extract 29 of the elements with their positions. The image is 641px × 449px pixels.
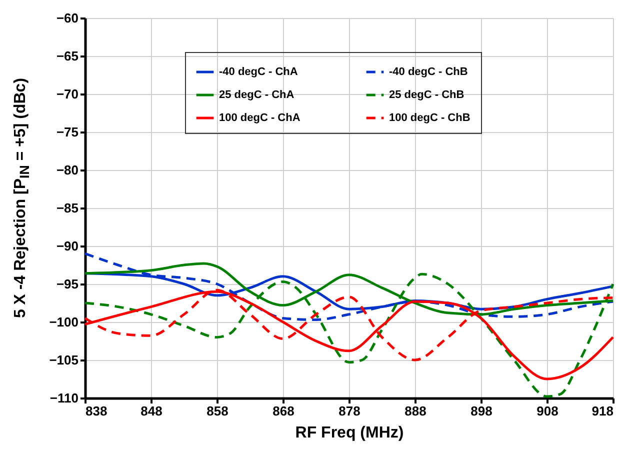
line-series <box>84 290 614 380</box>
line-series <box>84 252 614 321</box>
y-tick-label: −85 <box>56 200 78 216</box>
x-tick-label: 878 <box>338 404 360 418</box>
legend-label: -40 degC - ChB <box>389 66 468 78</box>
y-tick-label: −100 <box>49 314 78 330</box>
x-tick-label: 868 <box>272 404 294 418</box>
y-tick-label: −110 <box>50 390 78 406</box>
x-tick-label: 858 <box>206 404 228 418</box>
y-tick-label: −95 <box>56 276 78 292</box>
y-tick-label: −75 <box>56 124 78 140</box>
x-tick-label: 848 <box>140 404 162 418</box>
y-tick-label: −65 <box>56 48 78 64</box>
x-tick-label: 888 <box>404 404 426 418</box>
y-tick-label: −60 <box>56 10 78 26</box>
legend-label: 25 degC - ChB <box>389 89 464 101</box>
x-tick-label: 918 <box>592 404 614 418</box>
y-tick-label: −105 <box>49 352 78 368</box>
y-tick-label: −80 <box>56 162 78 178</box>
x-axis-title: RF Freq (MHz) <box>295 424 404 442</box>
legend-label: 100 degC - ChB <box>389 112 470 124</box>
legend-label: -40 degC - ChA <box>219 66 298 78</box>
x-tick-label: 898 <box>470 404 492 418</box>
legend-label: 25 degC - ChA <box>219 89 294 101</box>
x-tick-label: 838 <box>86 404 108 418</box>
x-tick-label: 908 <box>536 404 558 418</box>
legend-label: 100 degC - ChA <box>219 112 300 124</box>
y-tick-label: −90 <box>56 238 78 254</box>
y-tick-label: −70 <box>56 86 78 102</box>
